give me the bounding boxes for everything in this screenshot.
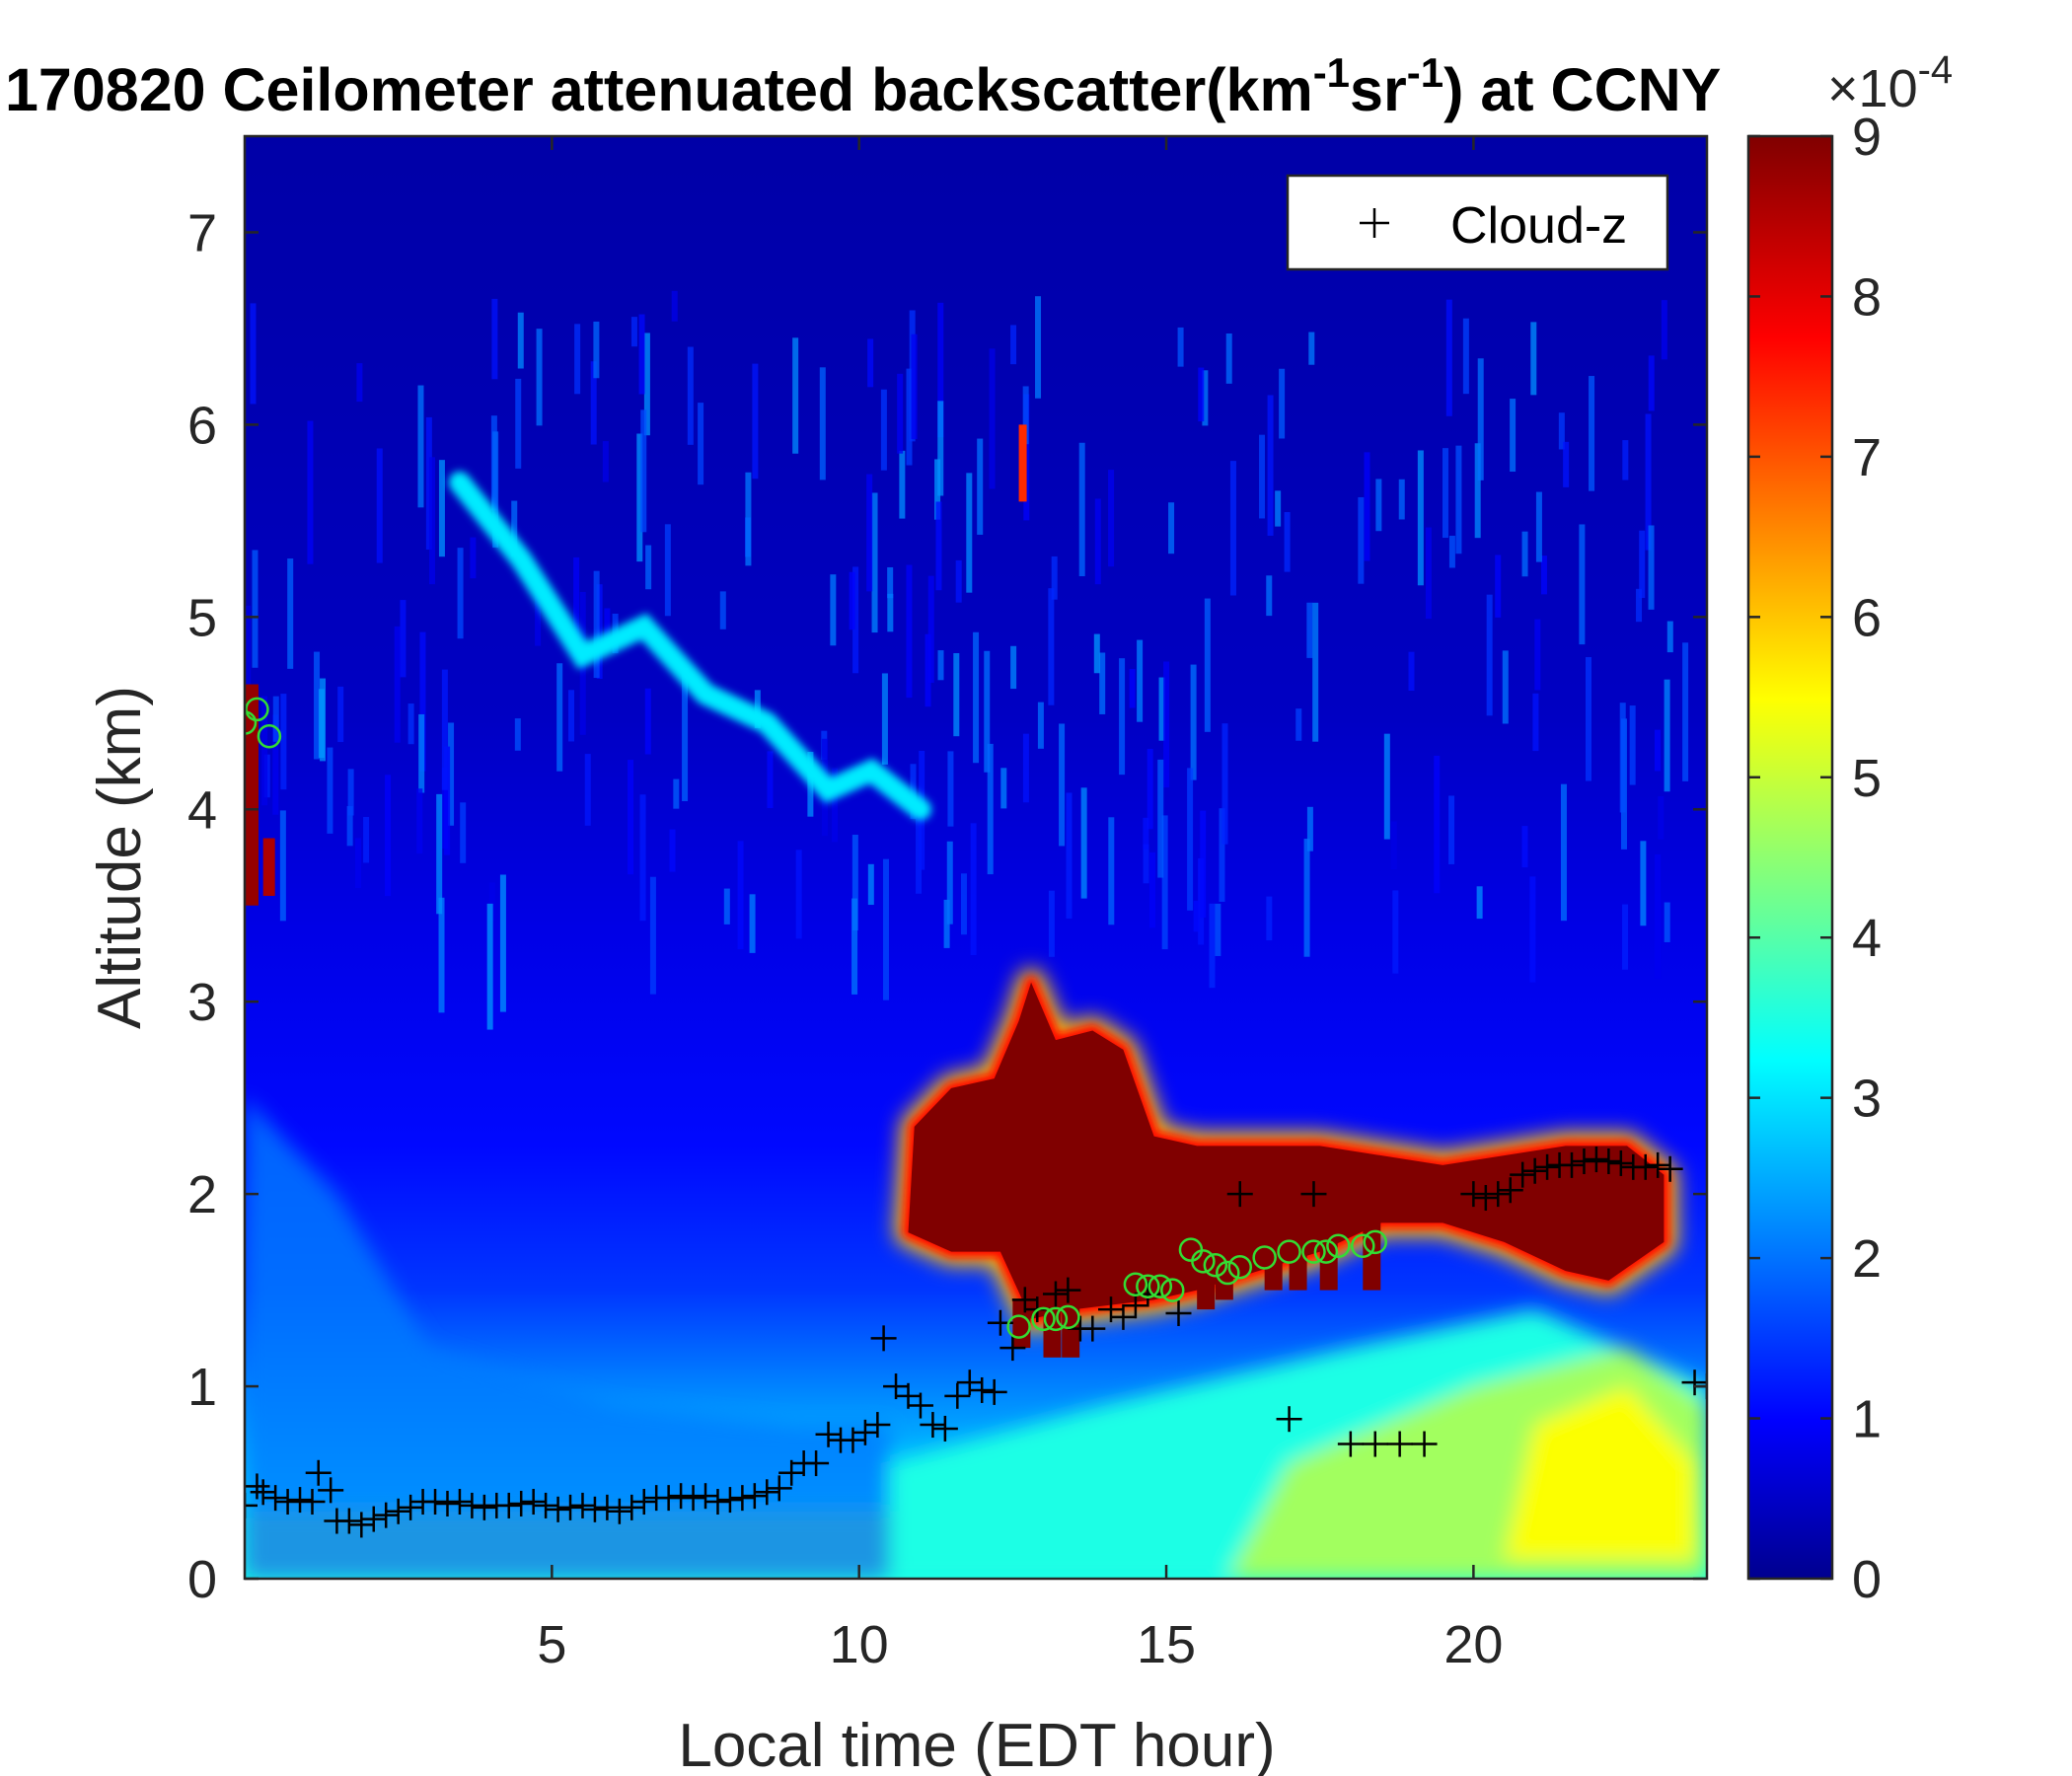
y-tick-label: 6 [187,396,217,455]
colorbar-tick-label: 1 [1852,1390,1882,1449]
y-tick-label: 1 [187,1358,217,1417]
x-tick-label: 20 [1443,1615,1503,1674]
y-axis-label: Altitude (km) [86,686,154,1029]
colorbar-tick-label: 4 [1852,909,1882,968]
heatmap-plot-area [245,136,1707,1579]
x-tick-label: 10 [830,1615,889,1674]
colorbar-tick-label: 3 [1852,1070,1882,1129]
colorbar-tick-label: 0 [1852,1550,1882,1609]
colorbar: ×10-4 0 1 2 3 4 5 6 7 8 9 [1748,48,1953,1609]
colorbar-exponent: ×10-4 [1827,48,1953,118]
colorbar-tick-label: 5 [1852,749,1882,808]
chart-title: 170820 Ceilometer attenuated backscatter… [5,49,1721,123]
x-tick-label: 5 [537,1615,566,1674]
colorbar-tick-label: 2 [1852,1229,1882,1289]
legend-label: Cloud-z [1450,197,1627,255]
colorbar-gradient [1748,136,1832,1579]
colorbar-tick-label: 9 [1852,108,1882,167]
legend: Cloud-z [1288,176,1667,269]
y-tick-label: 4 [187,780,217,840]
y-tick-label: 7 [187,203,217,262]
x-axis-label: Local time (EDT hour) [678,1712,1275,1776]
x-tick-label: 15 [1137,1615,1196,1674]
y-tick-label: 2 [187,1165,217,1224]
y-tick-label: 0 [187,1550,217,1609]
y-tick-label: 5 [187,588,217,647]
colorbar-tick-label: 7 [1852,428,1882,487]
y-tick-label: 3 [187,973,217,1032]
colorbar-tick-label: 6 [1852,588,1882,647]
colorbar-tick-label: 8 [1852,267,1882,327]
